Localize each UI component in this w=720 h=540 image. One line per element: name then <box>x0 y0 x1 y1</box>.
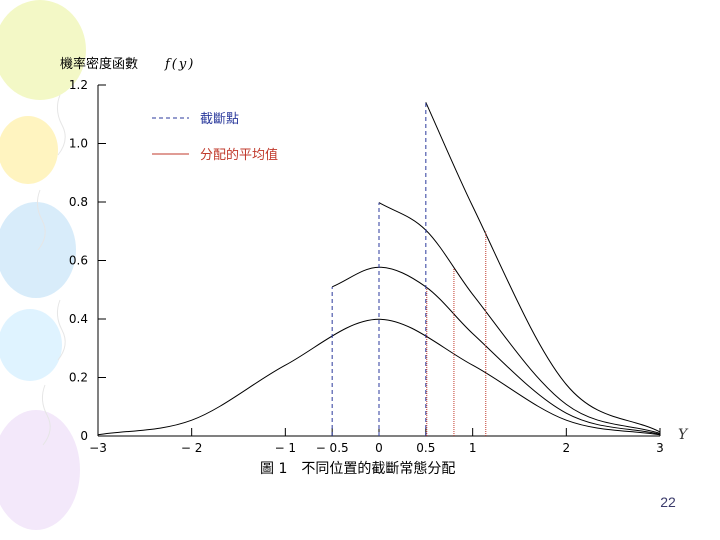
figure-caption: 圖 1 不同位置的截斷常態分配 <box>260 461 455 477</box>
balloon-string <box>56 299 66 361</box>
density-curve <box>378 202 661 434</box>
x-tick-label: 3 <box>656 441 664 455</box>
x-tick-label: 1 <box>469 441 477 455</box>
balloon-string <box>36 189 46 251</box>
density-curve <box>97 318 661 436</box>
y-axis-label: 機率密度函數 <box>60 56 138 72</box>
x-tick-label: −3 <box>89 441 107 455</box>
legend-label: 分配的平均值 <box>200 147 278 163</box>
balloon-shape <box>0 116 58 184</box>
y-tick-label: 1.0 <box>69 137 88 151</box>
y-tick-label: 0.4 <box>69 312 88 326</box>
page-number: 22 <box>660 494 676 510</box>
x-tick-label: 0 <box>375 441 383 455</box>
y-tick-label: 0.6 <box>69 254 88 268</box>
y-tick-label: 0.8 <box>69 195 88 209</box>
x-tick-label: − 2 <box>181 441 203 455</box>
y-tick-label: 0 <box>80 429 88 443</box>
truncated-normal-chart: 機率密度函數 f(y) Y 圖 1 不同位置的截斷常態分配 0 0.2 0.4 0.6… <box>60 56 689 477</box>
y-tick-label: 1.2 <box>69 78 88 92</box>
x-axis-label: Y <box>678 427 689 443</box>
balloon-string <box>41 384 51 446</box>
balloon-shape <box>0 0 86 100</box>
balloon-shape <box>0 410 80 530</box>
x-tick-label: 0.5 <box>416 441 435 455</box>
x-tick-label: 2 <box>563 441 571 455</box>
y-axis-formula: f(y) <box>164 57 195 72</box>
legend-label: 截斷點 <box>200 112 239 127</box>
x-tick-label: − 1 <box>275 441 297 455</box>
balloon-decoration <box>0 0 86 530</box>
y-tick-label: 0.2 <box>69 371 88 385</box>
x-tick-label: − 0.5 <box>316 441 349 455</box>
balloon-string <box>56 94 66 156</box>
balloon-shape <box>0 202 76 298</box>
balloon-shape <box>0 309 62 381</box>
density-curve <box>332 266 661 435</box>
density-curve <box>425 102 661 433</box>
